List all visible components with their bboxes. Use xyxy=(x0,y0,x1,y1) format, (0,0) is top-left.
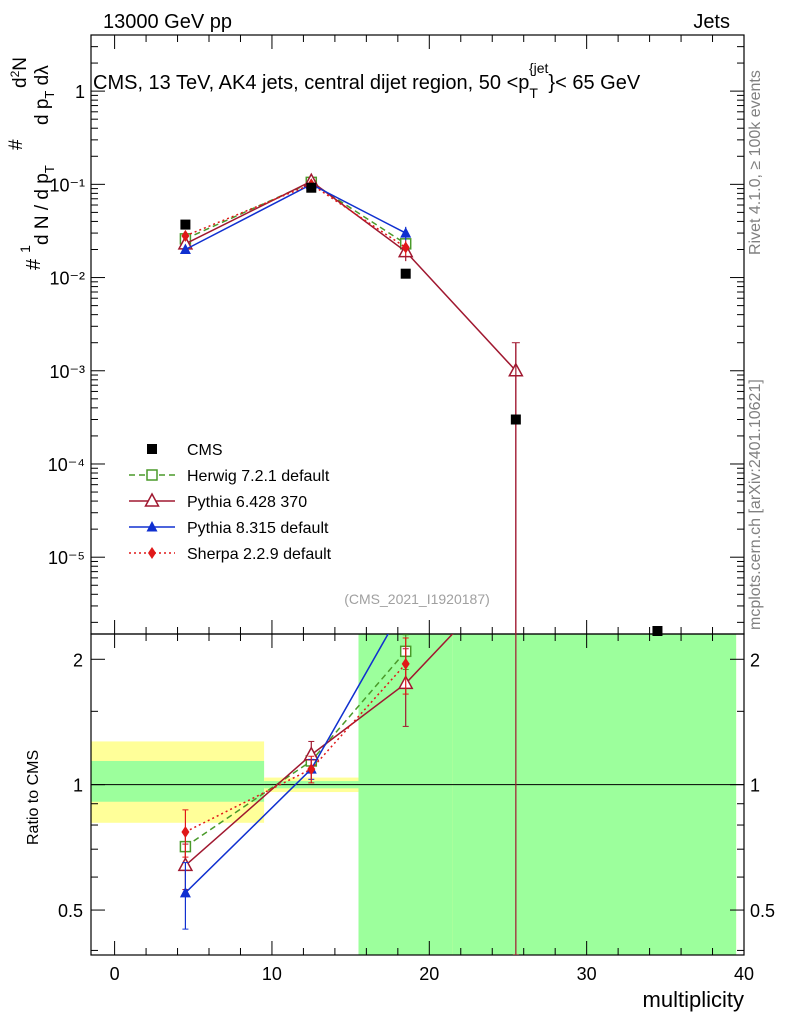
ratio-y-axis-label: Ratio to CMS xyxy=(25,750,42,845)
cms-data-point xyxy=(180,219,191,230)
legend-label-pythia8: Pythia 8.315 default xyxy=(187,520,329,537)
ratio-point-sherpa xyxy=(401,657,410,670)
band-stat-3 xyxy=(452,634,737,955)
main-ytick-label: 10⁻² xyxy=(49,269,85,289)
main-point-pythia8 xyxy=(400,227,412,238)
ratio-point-pythia8 xyxy=(179,886,191,898)
main-line-herwig xyxy=(185,181,407,245)
legend-marker-sherpa xyxy=(148,547,156,559)
legend-label-herwig: Herwig 7.2.1 default xyxy=(187,468,330,485)
main-y-axis-label: #1 d N / d pT # d pT dλ d2N xyxy=(6,57,57,270)
ratio-ytick-label-left: 0.5 xyxy=(58,901,83,921)
x-tick-label: 20 xyxy=(419,964,439,984)
cms-data-point xyxy=(652,626,663,636)
uncertainty-bands xyxy=(91,634,744,955)
legend: CMS Herwig 7.2.1 default Pythia 6.428 37… xyxy=(129,442,332,563)
analysis-watermark: (CMS_2021_I1920187) xyxy=(344,591,490,607)
x-axis-label: multiplicity xyxy=(643,987,744,1012)
x-tick-label: 0 xyxy=(110,964,120,984)
header-right: Jets xyxy=(693,11,730,33)
legend-label-cms: CMS xyxy=(187,442,223,459)
svg-text:d N / d pT: d N / d pT xyxy=(32,165,57,245)
ratio-ytick-label-left: 2 xyxy=(73,650,83,670)
ratio-point-sherpa xyxy=(307,763,316,776)
band-stat-0 xyxy=(91,760,265,802)
ratio-ytick-label-right: 2 xyxy=(750,650,760,670)
legend-marker-herwig xyxy=(146,469,158,481)
main-point-sherpa xyxy=(181,229,190,242)
main-line-pythia6 xyxy=(185,180,517,372)
axis-ticks: 1 10⁻¹ 10⁻² 10⁻³ 10⁻⁴ 10⁻⁵ 0 10 20 30 40 0.5 0.5 1 1 2 2 xyxy=(48,34,775,984)
x-tick-label: 10 xyxy=(262,964,282,984)
panel-title: CMS, 13 TeV, AK4 jets, central dijet reg… xyxy=(93,60,641,101)
main-line-pythia8 xyxy=(185,183,407,251)
main-ytick-label: 10⁻⁴ xyxy=(48,455,85,475)
legend-label-pythia6: Pythia 6.428 370 xyxy=(187,494,307,511)
ratio-ytick-label-right: 0.5 xyxy=(750,901,775,921)
header-left: 13000 GeV pp xyxy=(103,11,232,33)
svg-text:d pT dλ: d pT dλ xyxy=(32,65,57,125)
main-ytick-label: 10⁻⁵ xyxy=(48,548,85,568)
main-point-sherpa xyxy=(401,241,410,254)
legend-label-sherpa: Sherpa 2.2.9 default xyxy=(187,546,332,563)
ratio-point-sherpa xyxy=(181,825,190,838)
main-panel-frame xyxy=(90,34,745,635)
main-ytick-label: 10⁻¹ xyxy=(49,175,85,195)
legend-marker-pythia6 xyxy=(144,492,160,507)
svg-text:#1: #1 xyxy=(17,245,45,270)
cms-data-point xyxy=(306,182,317,193)
x-tick-label: 40 xyxy=(734,964,754,984)
legend-marker-cms xyxy=(147,444,157,454)
svg-text:#: # xyxy=(6,139,27,150)
ratio-ytick-label-right: 1 xyxy=(750,776,760,796)
ratio-ytick-label-left: 1 xyxy=(73,776,83,796)
main-ytick-label: 10⁻³ xyxy=(49,362,85,382)
cms-data-point xyxy=(400,268,411,279)
rivet-version-label: Rivet 4.1.0, ≥ 100k events xyxy=(747,70,764,255)
source-label: mcplots.cern.ch [arXiv:2401.10621] xyxy=(747,379,764,630)
main-point-pythia8 xyxy=(179,243,191,254)
main-ytick-label: 1 xyxy=(75,82,85,102)
ratio-line-pythia6 xyxy=(184,634,454,866)
series-layer xyxy=(177,172,663,955)
svg-text:d2N: d2N xyxy=(8,57,31,88)
legend-marker-pythia8 xyxy=(146,521,158,532)
ratio-panel-frame xyxy=(90,633,745,956)
cms-data-point xyxy=(510,414,521,425)
plot-frames xyxy=(90,34,745,956)
x-tick-label: 30 xyxy=(577,964,597,984)
